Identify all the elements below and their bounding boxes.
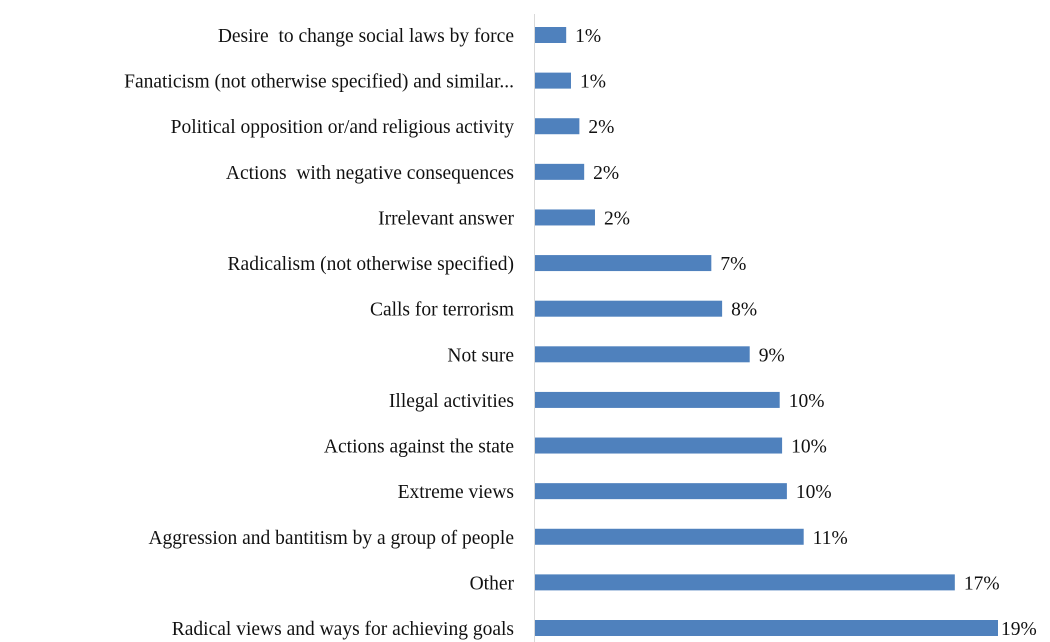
bar xyxy=(535,391,780,408)
bar xyxy=(535,300,723,317)
bar xyxy=(535,27,567,43)
category-label: Irrelevant answer xyxy=(378,208,514,229)
value-label: 1% xyxy=(580,72,606,93)
category-label: Calls for terrorism xyxy=(370,300,514,321)
category-label: Actions against the state xyxy=(324,437,514,458)
bar xyxy=(535,483,787,500)
bar xyxy=(535,255,712,272)
bar xyxy=(535,118,580,135)
value-label: 7% xyxy=(720,254,746,275)
value-label: 10% xyxy=(789,391,825,412)
bar xyxy=(535,72,571,89)
value-labels-group: 1% 1% 2% 2% 2% 7% 8% 9% 10% 10% 10% 11% 17% 19% xyxy=(575,26,1037,640)
category-label: Radical views and ways for achieving goa… xyxy=(172,619,514,640)
category-label: Radicalism (not otherwise specified) xyxy=(228,254,514,275)
value-label: 2% xyxy=(593,163,619,184)
bar xyxy=(535,437,783,454)
value-label: 17% xyxy=(964,573,1000,594)
category-label: Illegal activities xyxy=(389,391,514,412)
category-label: Actions with negative consequences xyxy=(226,163,514,184)
category-labels-group: Desire to change social laws by force Fan… xyxy=(124,26,514,640)
bar xyxy=(535,528,804,545)
value-label: 10% xyxy=(791,437,827,458)
value-label: 2% xyxy=(588,117,614,138)
category-label: Desire to change social laws by force xyxy=(218,26,514,47)
value-label: 19% xyxy=(1001,619,1037,640)
category-label: Aggression and bantitism by a group of p… xyxy=(148,528,514,549)
value-label: 9% xyxy=(759,345,785,366)
bar xyxy=(535,346,750,363)
value-label: 11% xyxy=(813,528,848,549)
value-label: 2% xyxy=(604,208,630,229)
value-label: 8% xyxy=(731,300,757,321)
value-label: 1% xyxy=(575,26,601,47)
category-label: Not sure xyxy=(447,345,514,366)
bars-group xyxy=(535,27,998,636)
bar xyxy=(535,163,585,180)
bar xyxy=(535,209,595,226)
bar xyxy=(535,620,998,636)
category-label: Political opposition or/and religious ac… xyxy=(171,117,515,138)
category-label: Other xyxy=(470,573,515,594)
bar xyxy=(535,574,955,591)
value-label: 10% xyxy=(796,482,832,503)
category-label: Fanaticism (not otherwise specified) and… xyxy=(124,72,514,93)
category-label: Extreme views xyxy=(398,482,514,503)
